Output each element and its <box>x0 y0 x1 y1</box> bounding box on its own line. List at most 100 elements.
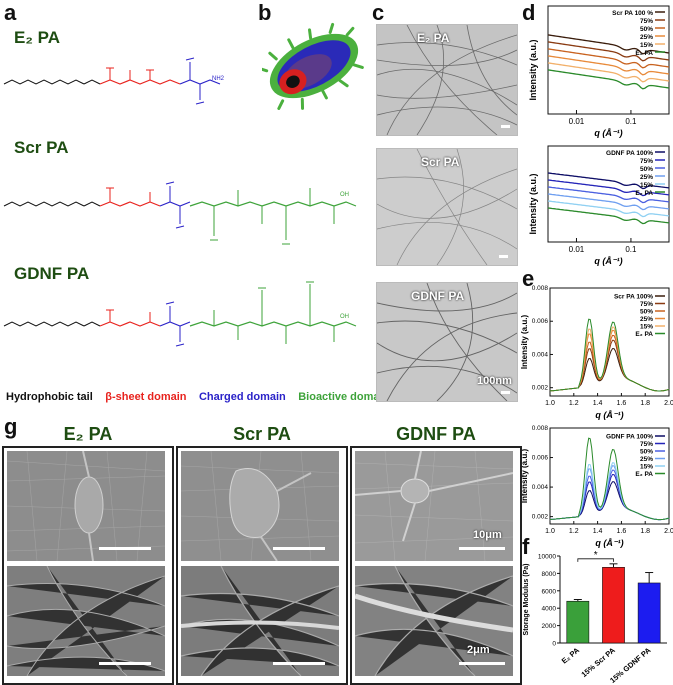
legend-entry: 50% <box>640 166 653 173</box>
tem-image-e2: E₂ PA <box>376 24 518 136</box>
legend-entry: 75% <box>640 441 653 448</box>
legend-hydrophobic-tail: Hydrophobic tail <box>6 391 93 403</box>
waxs-series-line <box>549 437 670 521</box>
waxs-series-line <box>549 481 670 521</box>
x-tick-label: 0.01 <box>569 245 585 254</box>
tem-label-e2: E₂ PA <box>417 31 450 45</box>
x-tick-label: 2.0 <box>664 528 673 535</box>
y-axis-label: Intensity (a.u.) <box>528 173 538 234</box>
x-tick-label: 1.4 <box>593 528 603 535</box>
plot-frame <box>549 427 670 525</box>
legend-charged: Charged domain <box>198 391 286 403</box>
saxs-series-line <box>547 34 670 55</box>
y-tick-label: 0.004 <box>532 351 549 358</box>
x-tick-label: 1.2 <box>569 528 579 535</box>
y-tick-label: 0.006 <box>532 318 549 325</box>
scr-pa-title: Scr PA <box>14 138 69 157</box>
sem-scalebar-gdnf-bottom <box>459 662 505 665</box>
sem-scale-text-top: 10μm <box>473 529 502 541</box>
sem-scalebar-scr-top <box>273 547 325 550</box>
legend-entry: 50% <box>640 449 653 456</box>
sem-fibers-gdnf: 2μm <box>355 566 513 676</box>
sem-scalebar-e2-top <box>99 547 151 550</box>
saxs-series-line <box>547 62 670 83</box>
saxs-series-line <box>547 186 670 204</box>
sem-scale-text-bottom: 2μm <box>467 644 490 656</box>
legend-entry: 75% <box>640 158 653 165</box>
tem-scalebar-scr <box>499 255 508 258</box>
y-tick-label: 10000 <box>538 554 556 561</box>
x-tick-label: 1.6 <box>617 528 627 535</box>
sem-cell-e2 <box>7 451 165 561</box>
panel-e-label: e <box>522 266 535 291</box>
x-tick-label: 1.2 <box>569 400 579 407</box>
legend-beta-sheet: β-sheet domain <box>105 391 187 403</box>
x-tick-label: 1.8 <box>640 400 650 407</box>
waxs-series-line <box>549 348 670 392</box>
tem-image-scr: Scr PA <box>376 148 518 266</box>
sem-fibers-e2 <box>7 566 165 676</box>
svg-text:NH2: NH2 <box>212 76 225 82</box>
legend-entry: 75% <box>640 301 653 308</box>
x-axis-label: q (Å⁻¹) <box>594 256 622 266</box>
significance-marker: * <box>594 550 598 561</box>
legend-entry: E₂ PA <box>635 331 653 338</box>
y-tick-label: 0.008 <box>532 425 549 432</box>
sem-cell-gdnf: 10μm <box>355 451 513 561</box>
sem-header-scr: Scr PA <box>233 424 291 444</box>
y-tick-label: 0.002 <box>532 514 549 521</box>
x-tick-label: 1.4 <box>593 400 603 407</box>
saxs-series-line <box>547 55 670 76</box>
y-axis-label: Intensity (a.u.) <box>520 315 529 370</box>
sem-fibers-scr <box>181 566 339 676</box>
gdnf-pa-title: GDNF PA <box>14 264 90 283</box>
y-tick-label: 0.006 <box>532 455 549 462</box>
x-tick-label: 0.1 <box>625 117 637 126</box>
tem-scale-text: 100nm <box>477 375 512 387</box>
x-tick-label: 2.0 <box>664 400 673 407</box>
y-tick-label: 8000 <box>542 571 557 578</box>
sem-scalebar-gdnf-top <box>459 547 505 550</box>
saxs-series-line <box>547 69 670 90</box>
saxs-series-line <box>547 179 670 197</box>
y-axis-label: Intensity (a.u.) <box>520 449 529 504</box>
saxs-series-line <box>547 200 670 218</box>
x-tick-label: 1.0 <box>545 400 555 407</box>
sem-scalebar-e2-bottom <box>99 662 151 665</box>
panel-d-label: d <box>522 0 536 25</box>
svg-text:OH: OH <box>340 192 349 198</box>
legend-entry: Scr PA 100 % <box>612 10 653 17</box>
y-tick-label: 4000 <box>542 606 557 613</box>
x-axis-label: q (Å⁻¹) <box>595 538 623 548</box>
legend-entry: 25% <box>640 34 653 41</box>
svg-text:OH: OH <box>340 314 349 320</box>
sem-header-gdnf: GDNF PA <box>396 424 476 444</box>
sem-frame-scr <box>176 446 348 685</box>
saxs-chart-scr: 0.01 0.1q (Å⁻¹) Intensity (a.u.) Scr PA 100… <box>528 5 670 138</box>
legend-bioactive: Bioactive domain <box>298 391 390 403</box>
y-tick-label: 0.008 <box>532 285 549 292</box>
x-tick-label: 0.1 <box>625 245 637 254</box>
y-tick-label: 0.002 <box>532 385 549 392</box>
domain-legend: Hydrophobic tail β-sheet domain Charged … <box>6 387 389 405</box>
saxs-series-line <box>547 48 670 69</box>
y-tick-label: 6000 <box>542 588 557 595</box>
legend-entry: 50% <box>640 309 653 316</box>
waxs-chart-scr: 1.0 1.2 1.4 1.6 1.8 2.0 0.002 0.004 0.006 0.008 q … <box>520 285 673 420</box>
legend-entry: E₂ PA <box>635 190 653 197</box>
significance-bracket <box>577 558 614 562</box>
e2-pa-molecule: NH2 <box>3 57 225 105</box>
legend-entry: 15% <box>640 464 653 471</box>
tem-label-gdnf: GDNF PA <box>411 289 465 303</box>
scr-pa-molecule: OH <box>3 181 357 245</box>
waxs-chart-gdnf: 1.0 1.2 1.4 1.6 1.8 2.0 0.002 0.004 0.006 0.008 q … <box>520 425 673 548</box>
legend-entry: 25% <box>640 316 653 323</box>
x-tick-label: 0.01 <box>569 117 585 126</box>
sem-cell-scr <box>181 451 339 561</box>
bar <box>602 567 625 644</box>
gdnf-pa-molecule: OH <box>3 281 357 347</box>
tem-scalebar-e2 <box>501 125 510 128</box>
sem-frame-e2 <box>2 446 174 685</box>
panel-c-label: c <box>372 0 385 25</box>
saxs-chart-gdnf: 0.01 0.1q (Å⁻¹) Intensity (a.u.) GDNF PA 10… <box>528 145 670 266</box>
